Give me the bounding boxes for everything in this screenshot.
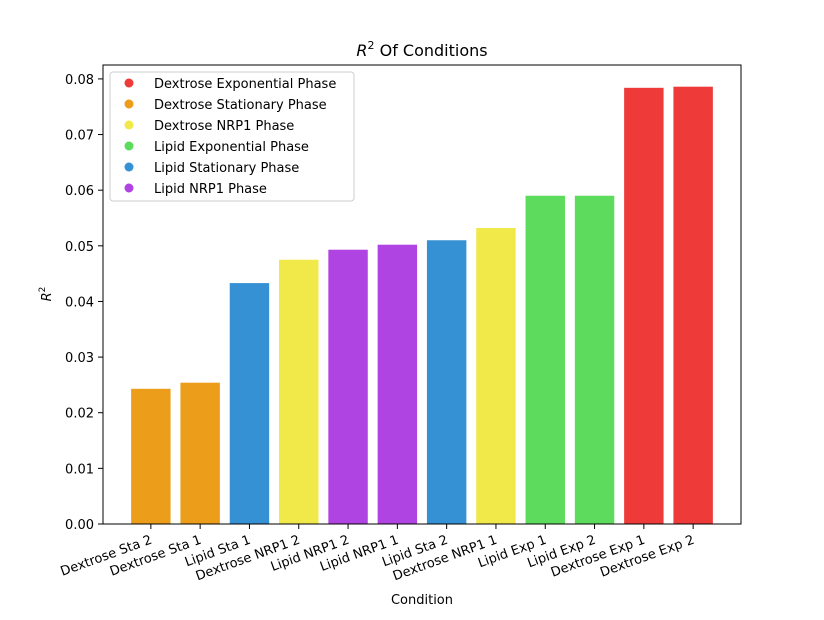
bar-3 (279, 259, 319, 524)
y-tick-label-8: 0.08 (65, 73, 94, 88)
legend-label-1: Dextrose Stationary Phase (154, 98, 327, 113)
y-tick-label-6: 0.06 (65, 184, 94, 199)
legend-marker-3 (124, 141, 134, 151)
legend-marker-1 (124, 99, 134, 109)
x-axis-title: Condition (391, 593, 453, 608)
y-tick-label-3: 0.03 (65, 351, 94, 366)
chart-title-rest: Of Conditions (375, 41, 488, 60)
plot-frame (102, 64, 742, 525)
y-tick-label-2: 0.02 (65, 407, 94, 422)
legend-label-3: Lipid Exponential Phase (154, 140, 309, 155)
bar-1 (180, 382, 220, 524)
legend-marker-5 (124, 183, 134, 193)
bar-10 (624, 87, 664, 524)
legend-label-5: Lipid NRP1 Phase (154, 182, 267, 197)
bar-0 (131, 388, 171, 524)
y-tick-label-1: 0.01 (65, 462, 94, 477)
legend-label-2: Dextrose NRP1 Phase (154, 119, 294, 134)
bar-9 (574, 195, 615, 524)
bar-6 (426, 240, 467, 524)
chart-title: R2 Of Conditions (356, 39, 487, 60)
legend-marker-2 (124, 120, 134, 130)
y-tick-label-4: 0.04 (65, 295, 94, 310)
bar-2 (229, 283, 270, 524)
legend-marker-0 (124, 78, 134, 88)
bar-4 (328, 249, 368, 525)
y-tick-label-0: 0.00 (65, 518, 94, 533)
y-tick-label-7: 0.07 (65, 129, 94, 144)
chart-title-sup: 2 (368, 39, 375, 52)
y-axis-title-base: R (40, 292, 55, 301)
legend-marker-4 (124, 162, 134, 172)
y-tick-label-5: 0.05 (65, 240, 94, 255)
y-axis-title-sup: 2 (38, 287, 48, 293)
y-axis-ticks: 0.00 0.01 0.02 0.03 0.04 0.05 0.06 0.07 0.08 (65, 73, 103, 533)
bar-5 (377, 244, 418, 525)
bar-11 (673, 86, 713, 524)
legend-label-4: Lipid Stationary Phase (154, 161, 299, 176)
chart-title-base: R (356, 41, 367, 60)
legend: Dextrose Exponential Phase Dextrose Stati… (109, 71, 355, 202)
bar-8 (525, 195, 565, 524)
bar-7 (476, 228, 516, 525)
bars-group (131, 86, 713, 525)
legend-box (109, 71, 355, 202)
legend-label-0: Dextrose Exponential Phase (154, 77, 336, 92)
y-axis-title: R2 (38, 287, 55, 302)
